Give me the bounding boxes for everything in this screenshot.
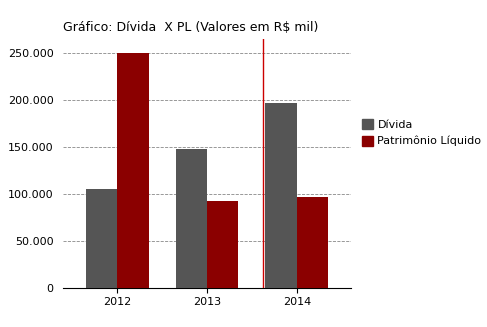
Bar bbox=[86, 189, 117, 288]
Bar bbox=[207, 200, 239, 288]
Bar bbox=[297, 197, 328, 288]
Bar bbox=[175, 149, 207, 288]
Legend: Dívida, Patrimônio Líquido: Dívida, Patrimônio Líquido bbox=[362, 119, 482, 146]
Bar bbox=[117, 53, 149, 288]
Bar bbox=[265, 103, 297, 288]
Text: Gráfico: Dívida  X PL (Valores em R$ mil): Gráfico: Dívida X PL (Valores em R$ mil) bbox=[63, 21, 318, 34]
